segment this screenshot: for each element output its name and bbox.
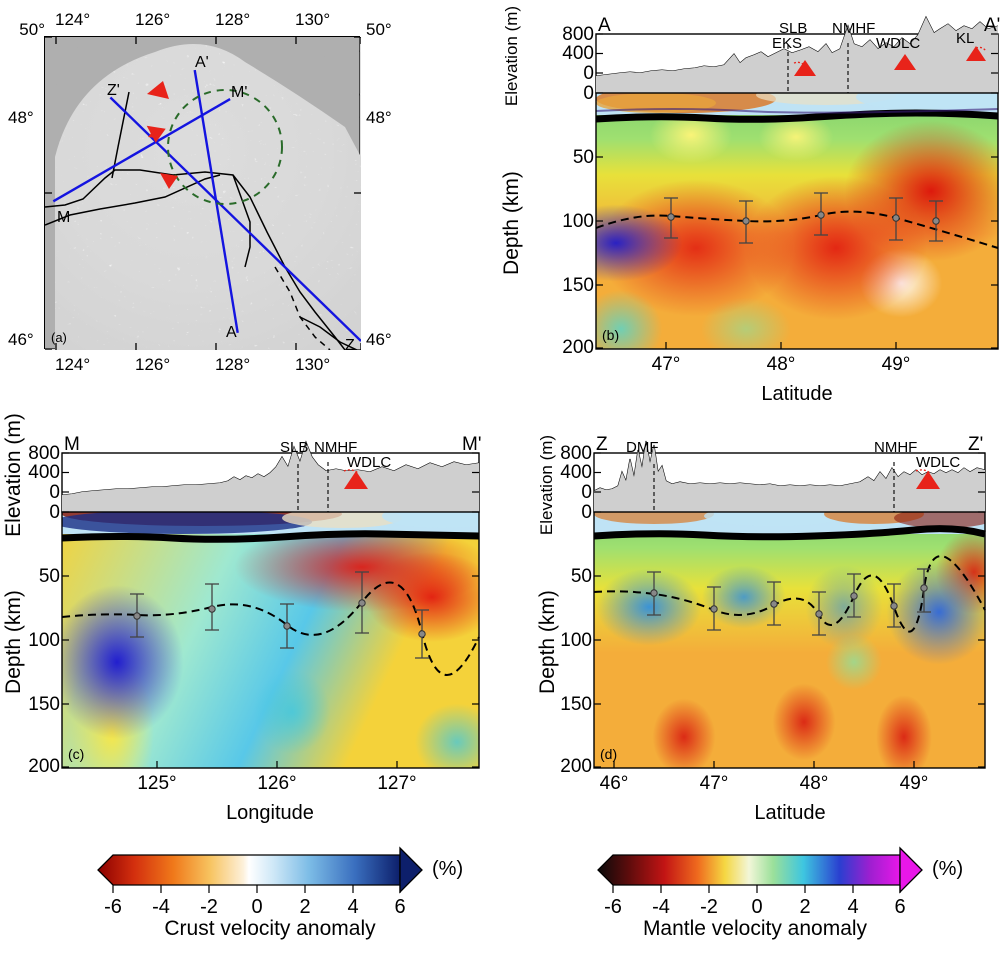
svg-text:48°: 48° [800, 773, 829, 794]
svg-text:(%): (%) [932, 858, 963, 880]
svg-text:150: 150 [560, 694, 592, 715]
svg-text:150: 150 [28, 694, 60, 715]
svg-text:50: 50 [571, 566, 592, 587]
svg-text:-6: -6 [104, 896, 122, 918]
svg-text:100: 100 [562, 211, 594, 232]
svg-text:0: 0 [583, 83, 594, 104]
svg-text:-6: -6 [604, 896, 622, 918]
svg-text:50: 50 [39, 566, 60, 587]
svg-text:400: 400 [560, 462, 592, 483]
svg-text:-2: -2 [700, 896, 718, 918]
svg-text:Longitude: Longitude [226, 802, 314, 824]
svg-text:6: 6 [894, 896, 905, 918]
svg-text:Z: Z [345, 337, 355, 350]
svg-text:Z': Z' [968, 434, 983, 455]
svg-text:800: 800 [562, 24, 594, 45]
svg-text:49°: 49° [882, 354, 911, 375]
svg-text:100: 100 [560, 630, 592, 651]
svg-text:48°: 48° [767, 354, 796, 375]
svg-text:47°: 47° [700, 773, 729, 794]
svg-text:A': A' [195, 54, 209, 71]
svg-text:126°: 126° [257, 773, 296, 794]
svg-text:M: M [64, 434, 80, 455]
svg-text:50: 50 [573, 147, 594, 168]
svg-text:4: 4 [347, 896, 358, 918]
svg-text:M': M' [462, 434, 481, 455]
svg-text:-4: -4 [652, 896, 670, 918]
svg-text:0: 0 [581, 482, 592, 503]
svg-text:4: 4 [847, 896, 858, 918]
svg-text:46°: 46° [600, 773, 629, 794]
svg-text:(a): (a) [51, 330, 67, 345]
svg-text:0: 0 [49, 502, 60, 523]
svg-text:100: 100 [28, 630, 60, 651]
svg-text:47°: 47° [652, 354, 681, 375]
svg-text:0: 0 [581, 502, 592, 523]
svg-text:Z: Z [596, 434, 608, 455]
svg-text:(d): (d) [600, 746, 617, 762]
svg-text:(%): (%) [432, 858, 463, 880]
svg-text:NMHF: NMHF [832, 20, 875, 37]
svg-text:(b): (b) [602, 327, 619, 343]
svg-text:0: 0 [751, 896, 762, 918]
svg-text:-2: -2 [200, 896, 218, 918]
svg-text:400: 400 [562, 43, 594, 64]
svg-text:127°: 127° [377, 773, 416, 794]
svg-text:A': A' [984, 15, 1000, 36]
svg-text:125°: 125° [137, 773, 176, 794]
svg-text:WDLC: WDLC [876, 35, 920, 52]
svg-text:200: 200 [28, 756, 60, 777]
svg-text:NMHF: NMHF [874, 439, 917, 456]
svg-text:Z': Z' [107, 82, 120, 99]
svg-text:Latitude: Latitude [754, 802, 825, 824]
svg-text:2: 2 [799, 896, 810, 918]
svg-text:0: 0 [583, 63, 594, 84]
svg-text:A: A [226, 324, 237, 341]
svg-text:EKS: EKS [772, 35, 802, 52]
svg-text:A: A [598, 15, 611, 36]
svg-text:M': M' [231, 84, 247, 101]
svg-text:(c): (c) [68, 746, 84, 762]
svg-text:KL: KL [956, 30, 974, 47]
svg-text:0: 0 [251, 896, 262, 918]
svg-text:Latitude: Latitude [761, 383, 832, 405]
svg-text:400: 400 [28, 462, 60, 483]
svg-text:49°: 49° [900, 773, 929, 794]
svg-text:SLB: SLB [280, 439, 308, 456]
svg-text:800: 800 [560, 443, 592, 464]
svg-text:2: 2 [299, 896, 310, 918]
svg-text:WDLC: WDLC [916, 454, 960, 471]
svg-text:150: 150 [562, 275, 594, 296]
svg-text:WDLC: WDLC [347, 454, 391, 471]
svg-text:6: 6 [394, 896, 405, 918]
svg-text:800: 800 [28, 443, 60, 464]
svg-text:0: 0 [49, 482, 60, 503]
svg-text:200: 200 [562, 337, 594, 358]
svg-text:M: M [57, 209, 70, 226]
svg-text:200: 200 [560, 756, 592, 777]
svg-text:DMF: DMF [626, 439, 659, 456]
svg-text:-4: -4 [152, 896, 170, 918]
